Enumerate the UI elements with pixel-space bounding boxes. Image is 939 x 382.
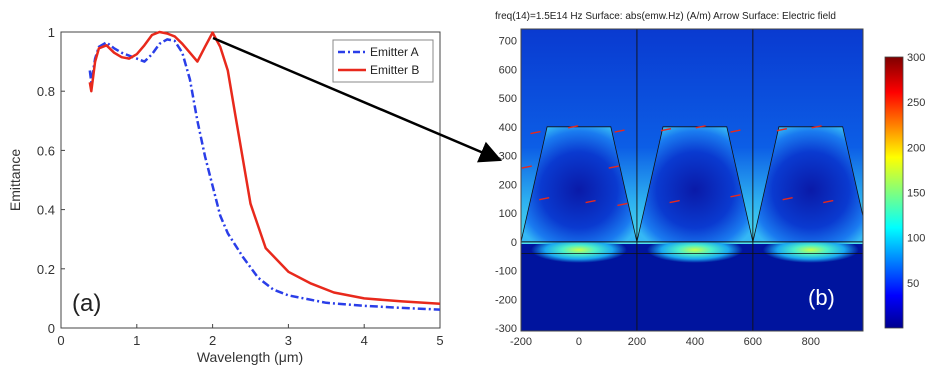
field-arrow bbox=[782, 197, 793, 201]
x-tick-label: 600 bbox=[744, 336, 762, 348]
colorbar-tick-label: 150 bbox=[907, 188, 925, 200]
x-tick-label: 0 bbox=[576, 336, 582, 348]
y-tick-label: 1 bbox=[48, 25, 55, 40]
y-tick-label: 0.6 bbox=[37, 143, 55, 158]
panel-a-axes-frame bbox=[60, 31, 441, 329]
connector-arrow bbox=[212, 36, 503, 163]
colorbar: 300 250 200 150 100 50 bbox=[884, 52, 925, 329]
panel-a-y-ticks: 0 0.2 0.4 0.6 0.8 1 bbox=[37, 25, 65, 336]
x-tick-label: -200 bbox=[510, 336, 532, 348]
panel-a-legend: Emitter A Emitter B bbox=[332, 39, 434, 83]
y-tick-label: 0 bbox=[48, 321, 55, 336]
y-tick-label: 0 bbox=[511, 237, 517, 249]
field-arrow bbox=[614, 129, 625, 133]
y-tick-label: -100 bbox=[495, 266, 517, 278]
colorbar-tick-label: 250 bbox=[907, 97, 925, 109]
x-tick-label: 2 bbox=[209, 333, 216, 348]
field-arrow bbox=[730, 194, 741, 198]
panel-b-field-arrows bbox=[521, 125, 834, 207]
panel-a-x-ticks: 0 1 2 3 4 5 bbox=[57, 324, 444, 348]
colorbar-ticks: 300 250 200 150 100 50 bbox=[907, 52, 925, 290]
series-line-emitter-b bbox=[88, 30, 441, 305]
x-tick-label: 400 bbox=[686, 336, 704, 348]
panel-b-structures bbox=[521, 29, 863, 331]
x-tick-label: 0 bbox=[57, 333, 64, 348]
x-tick-label: 1 bbox=[133, 333, 140, 348]
legend-label-emitter-a: Emitter A bbox=[370, 45, 419, 59]
field-arrow bbox=[521, 165, 532, 169]
field-hotspot bbox=[646, 236, 743, 263]
colorbar-tick-label: 50 bbox=[907, 278, 919, 290]
panel-b-axes-frame bbox=[520, 28, 864, 332]
field-arrow bbox=[730, 129, 741, 133]
series-line-emitter-a bbox=[88, 38, 441, 311]
y-tick-label: 400 bbox=[499, 122, 517, 134]
field-arrow bbox=[811, 125, 822, 129]
x-tick-label: 4 bbox=[361, 333, 368, 348]
panel-b-x-ticks: -200 0 200 400 600 800 bbox=[510, 336, 820, 348]
y-tick-label: 300 bbox=[499, 151, 517, 163]
field-arrow bbox=[530, 130, 541, 135]
field-arrow bbox=[539, 197, 550, 201]
colorbar-scale bbox=[884, 56, 904, 329]
field-arrow bbox=[823, 199, 834, 204]
y-tick-label: 100 bbox=[499, 208, 517, 220]
panel-a-chart: 0 1 2 3 4 5 0 0.2 0.4 0.6 0.8 1 Wavelength (μm) Em… bbox=[7, 25, 444, 365]
colorbar-tick-label: 300 bbox=[907, 52, 925, 64]
field-arrow bbox=[585, 199, 596, 204]
y-tick-label: 600 bbox=[499, 64, 517, 76]
field-arrow bbox=[608, 165, 619, 169]
y-tick-label: -200 bbox=[495, 294, 517, 306]
panel-a-label: (a) bbox=[72, 290, 101, 317]
y-tick-label: -300 bbox=[495, 323, 517, 335]
panel-a-series bbox=[88, 30, 441, 311]
panel-b-title: freq(14)=1.5E14 Hz Surface: abs(emw.Hz) … bbox=[495, 11, 836, 22]
y-tick-label: 700 bbox=[499, 36, 517, 48]
panel-b-y-ticks: 700 600 500 400 300 200 100 0 -100 -200 -300 bbox=[495, 36, 517, 336]
y-tick-label: 500 bbox=[499, 93, 517, 105]
colorbar-tick-label: 200 bbox=[907, 142, 925, 154]
colorbar-tick-label: 100 bbox=[907, 233, 925, 245]
y-tick-label: 0.2 bbox=[37, 262, 55, 277]
x-tick-label: 800 bbox=[802, 336, 820, 348]
y-tick-label: 0.4 bbox=[37, 203, 55, 218]
field-hotspot bbox=[762, 236, 859, 263]
field-arrow bbox=[617, 202, 628, 207]
legend-label-emitter-b: Emitter B bbox=[370, 63, 419, 77]
y-tick-label: 200 bbox=[499, 179, 517, 191]
panel-b-field-map: freq(14)=1.5E14 Hz Surface: abs(emw.Hz) … bbox=[495, 11, 925, 348]
x-tick-label: 200 bbox=[628, 336, 646, 348]
field-arrow bbox=[568, 125, 579, 129]
x-tick-label: 5 bbox=[436, 333, 443, 348]
field-arrow bbox=[776, 127, 787, 132]
field-arrow bbox=[660, 127, 672, 132]
x-tick-label: 3 bbox=[285, 333, 292, 348]
y-tick-label: 0.8 bbox=[37, 84, 55, 99]
legend-box bbox=[332, 39, 434, 83]
panel-a-y-axis-label: Emittance bbox=[7, 149, 23, 211]
field-arrow bbox=[695, 125, 706, 129]
field-arrow bbox=[669, 199, 680, 204]
field-hotspot bbox=[530, 236, 627, 263]
panel-b-label: (b) bbox=[808, 285, 835, 310]
panel-a-x-axis-label: Wavelength (μm) bbox=[197, 349, 303, 365]
